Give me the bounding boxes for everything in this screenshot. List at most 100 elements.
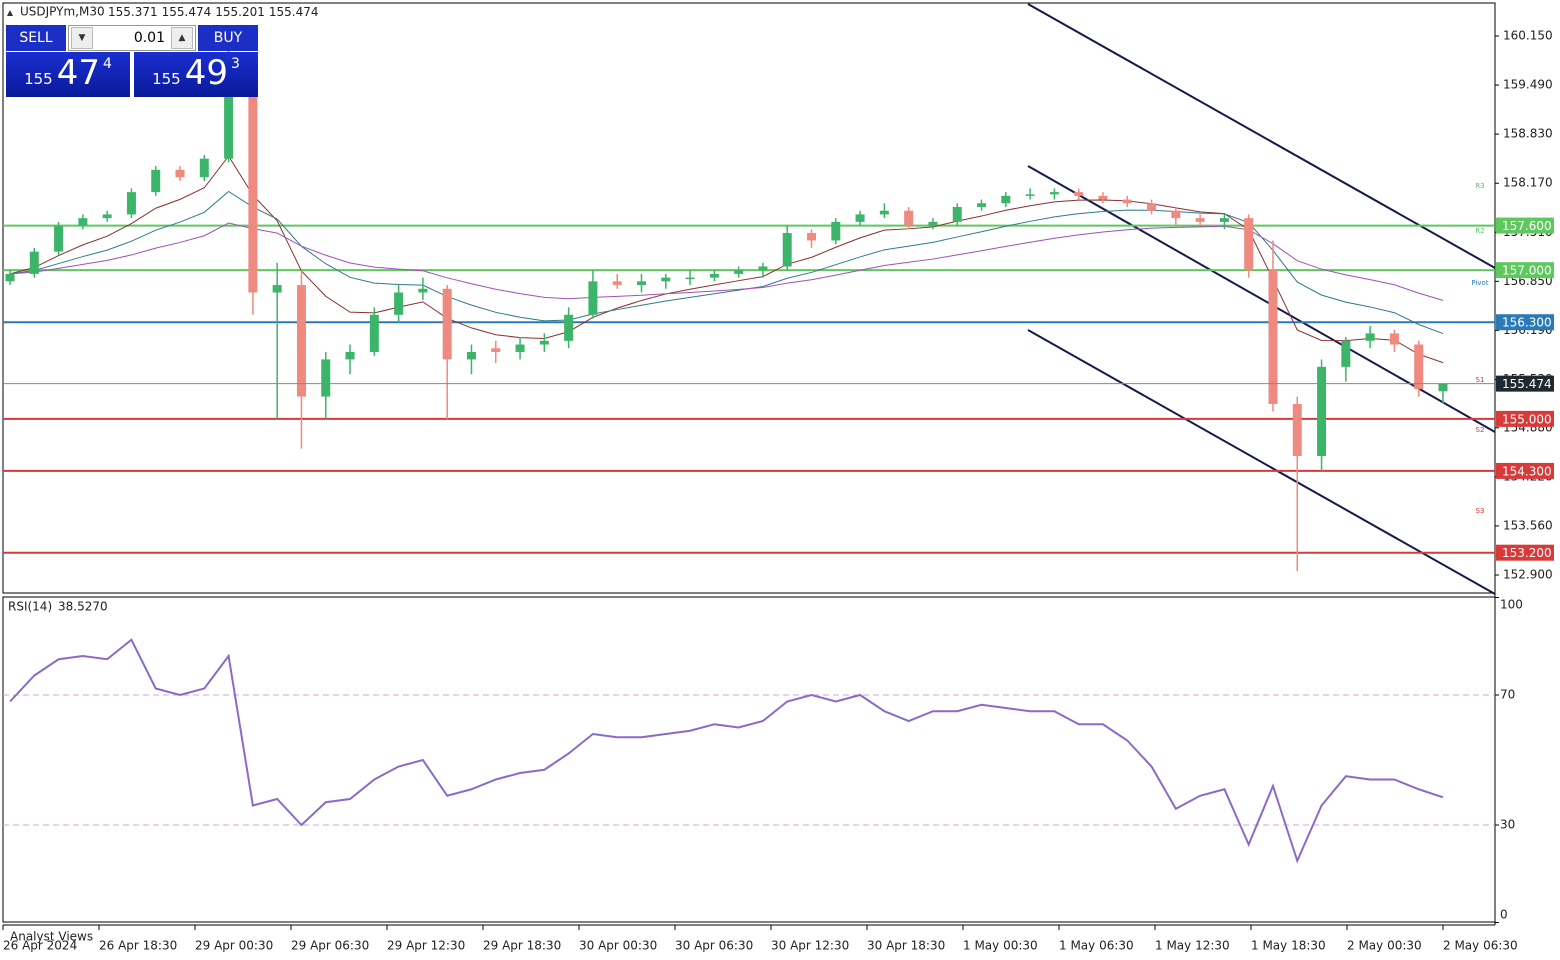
level-label-box — [1496, 410, 1554, 427]
pivot-label: R3 — [1475, 182, 1484, 190]
candle-body — [952, 206, 962, 222]
y-tick-label: 153.560 — [1503, 518, 1553, 532]
candle-body — [78, 218, 88, 226]
rsi-tick-label: 30 — [1500, 818, 1515, 832]
candle-body — [248, 76, 258, 293]
ask-price[interactable]: 155 49 3 — [134, 52, 258, 97]
lot-up[interactable]: ▲ — [171, 27, 193, 49]
candle-body — [734, 270, 744, 274]
candle-body — [1268, 270, 1278, 405]
ohlc-header: 155.371 155.474 155.201 155.474 — [108, 5, 319, 19]
rsi-panel — [2, 596, 1496, 923]
candle-body — [879, 210, 889, 215]
ask-point: 3 — [230, 56, 240, 72]
buy-button[interactable]: BUY — [198, 25, 258, 51]
level-label-box — [1496, 544, 1554, 561]
candle-body — [564, 314, 574, 341]
pivot-label: Pivot — [1471, 279, 1488, 287]
candle-body — [1438, 383, 1448, 392]
rsi-tick-label: 100 — [1500, 598, 1523, 612]
lot-value: 0.01 — [133, 30, 165, 46]
level-label: 157.000 — [1502, 264, 1552, 278]
x-tick-label: 30 Apr 12:30 — [771, 939, 849, 953]
rsi-value: 38.5270 — [58, 600, 108, 614]
y-tick-label: 160.150 — [1503, 29, 1553, 43]
x-tick-label: 29 Apr 12:30 — [387, 939, 465, 953]
level-label: 155.000 — [1502, 412, 1552, 426]
pivot-label: R2 — [1475, 227, 1484, 235]
x-tick-label: 1 May 12:30 — [1155, 939, 1230, 953]
candle-body — [855, 214, 865, 222]
ohlc-value: 155.474 — [269, 5, 319, 19]
candle-body — [321, 359, 331, 397]
candle-body — [1001, 195, 1011, 204]
y-tick-label: 158.170 — [1503, 176, 1553, 190]
candle-body — [1244, 218, 1254, 271]
candle-body — [175, 169, 185, 178]
bid-price[interactable]: 155 47 4 — [6, 52, 130, 97]
current-price-box — [1496, 375, 1554, 392]
x-tick-label: 30 Apr 18:30 — [867, 939, 945, 953]
candle-body — [199, 158, 209, 178]
y-tick-label: 158.830 — [1503, 127, 1553, 141]
candle-body — [661, 277, 671, 282]
x-tick-label: 2 May 06:30 — [1443, 939, 1518, 953]
candle-body — [1292, 404, 1302, 457]
candle-body — [588, 281, 598, 315]
one-click-trading: SELL ▼ 0.01 ▲ BUY 155 47 4 155 49 3 — [6, 25, 258, 97]
level-label: 157.600 — [1502, 219, 1552, 233]
candle-body — [126, 192, 136, 215]
x-tick-label: 1 May 06:30 — [1059, 939, 1134, 953]
y-tick-label: 159.490 — [1503, 78, 1553, 92]
candle-body — [904, 210, 914, 226]
candle-body — [272, 285, 282, 293]
x-tick-label: 30 Apr 06:30 — [675, 939, 753, 953]
candle-body — [612, 281, 622, 286]
candle-body — [29, 251, 39, 274]
level-label: 153.200 — [1502, 546, 1552, 560]
candle-body — [394, 292, 404, 315]
candle-body — [807, 233, 817, 241]
x-tick-label: 30 Apr 00:30 — [579, 939, 657, 953]
candle-body — [1195, 218, 1205, 222]
x-tick-label: 1 May 18:30 — [1251, 939, 1326, 953]
bid-point: 4 — [102, 56, 112, 72]
rsi-tick-label: 0 — [1500, 908, 1508, 922]
candle-body — [1414, 344, 1424, 390]
candle-body — [1122, 199, 1132, 204]
level-label: 154.300 — [1502, 464, 1552, 478]
level-label: 156.300 — [1502, 316, 1552, 330]
rsi-name: RSI(14) — [8, 600, 52, 614]
level-label-box — [1496, 462, 1554, 479]
channel — [1027, 3, 1496, 595]
level-label-box — [1496, 314, 1554, 331]
candle-body — [491, 348, 501, 352]
ask-big: 155 — [152, 70, 181, 88]
channel-line — [1027, 165, 1496, 433]
footer-label: Analyst Views — [10, 930, 93, 944]
symbol: USDJPYm,M30 — [20, 5, 105, 19]
candle-body — [1098, 195, 1108, 200]
candle-body — [685, 277, 695, 280]
channel-line — [1027, 3, 1496, 269]
lot-down[interactable]: ▼ — [71, 27, 93, 49]
pivot-label: S2 — [1476, 426, 1485, 434]
candle-body — [1317, 366, 1327, 457]
lot-field[interactable]: ▼ 0.01 ▲ — [68, 25, 196, 51]
candle-body — [1219, 218, 1229, 222]
moving-average — [9, 155, 1444, 364]
candle-body — [636, 281, 646, 286]
collapse-icon[interactable] — [7, 10, 13, 16]
candle-body — [224, 76, 234, 159]
candle-body — [466, 351, 476, 360]
candle-body — [831, 221, 841, 241]
sell-button[interactable]: SELL — [6, 25, 66, 51]
candle-body — [515, 344, 525, 352]
candle-body — [1389, 333, 1399, 345]
candle-body — [709, 273, 719, 278]
candle-body — [977, 203, 987, 207]
x-tick-label: 26 Apr 2024 — [3, 939, 77, 953]
candle-body — [539, 340, 549, 345]
candle-body — [369, 314, 379, 352]
